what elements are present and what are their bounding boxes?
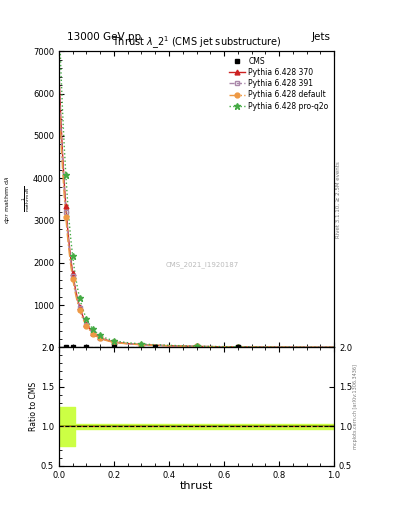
X-axis label: thrust: thrust xyxy=(180,481,213,491)
Y-axis label: mathrm $\mathrm{d}^2N$
$\mathrm{d}p_T$ mathrm $\mathrm{d}\lambda$

$\frac{1}{\ma: mathrm $\mathrm{d}^2N$ $\mathrm{d}p_T$ m… xyxy=(0,175,31,224)
Legend: CMS, Pythia 6.428 370, Pythia 6.428 391, Pythia 6.428 default, Pythia 6.428 pro-: CMS, Pythia 6.428 370, Pythia 6.428 391,… xyxy=(228,55,330,112)
Text: CMS_2021_I1920187: CMS_2021_I1920187 xyxy=(165,261,239,268)
Title: Thrust $\lambda\_2^1$ (CMS jet substructure): Thrust $\lambda\_2^1$ (CMS jet substruct… xyxy=(112,35,281,51)
Y-axis label: Ratio to CMS: Ratio to CMS xyxy=(29,382,38,431)
Y-axis label: mcplots.cern.ch [arXiv:1306.3436]: mcplots.cern.ch [arXiv:1306.3436] xyxy=(353,364,358,449)
Text: Jets: Jets xyxy=(311,32,330,42)
Text: 13000 GeV pp: 13000 GeV pp xyxy=(67,32,141,42)
Y-axis label: Rivet 3.1.10, ≥ 2.5M events: Rivet 3.1.10, ≥ 2.5M events xyxy=(336,161,340,238)
